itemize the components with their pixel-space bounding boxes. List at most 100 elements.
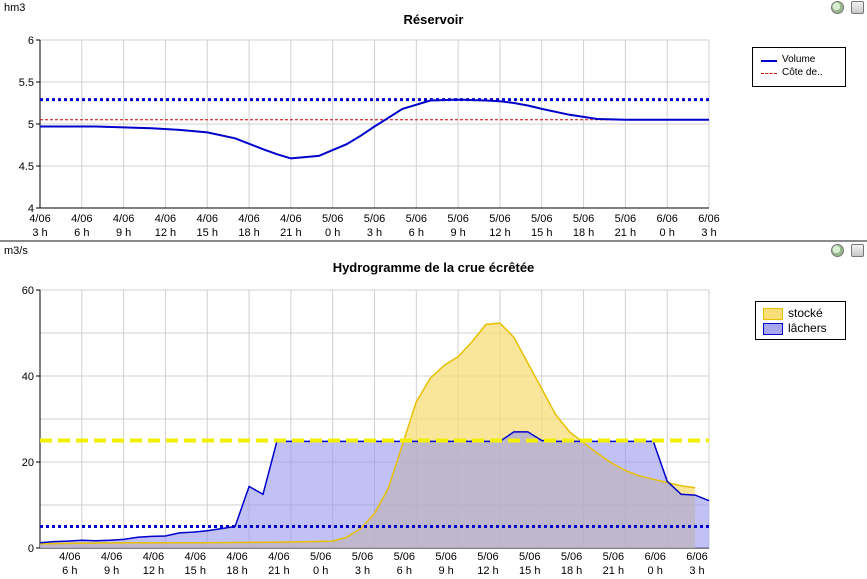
stocke-series-line (39, 322, 696, 545)
reservoir-unit-label: hm3 (4, 2, 26, 14)
x-tick-label-hour: 0 h (648, 565, 663, 577)
legend-swatch-volume (761, 60, 777, 62)
x-tick-label-hour: 3 h (367, 227, 382, 239)
x-tick-label-date: 5/06 (615, 213, 636, 225)
reservoir-chart: 4/06 3 h 4/06 6 h 4/06 9 h 4/06 12 h 4/06 15 h 4/0… (19, 35, 720, 239)
x-tick-label-date: 5/06 (364, 213, 385, 225)
x-tick-label-date: 5/06 (435, 551, 456, 563)
x-tick-label-date: 6/06 (698, 213, 719, 225)
x-tick-label-date: 5/06 (603, 551, 624, 563)
x-tick-label-date: 4/06 (185, 551, 206, 563)
x-tick-label-date: 5/06 (322, 213, 343, 225)
x-tick-label-hour: 6 h (74, 227, 89, 239)
x-tick-label-hour: 3 h (355, 565, 370, 577)
legend-label-laches: lâchers (788, 321, 827, 335)
x-tick-label-date: 4/06 (155, 213, 176, 225)
legend-label-volume: Volume (782, 54, 816, 65)
legend-swatch-cote (761, 73, 777, 74)
y-tick-label: 4.5 (19, 161, 34, 173)
x-tick-label-hour: 15 h (185, 565, 206, 577)
x-tick-label-hour: 6 h (397, 565, 412, 577)
x-tick-label-date: 4/06 (113, 213, 134, 225)
legend-swatch-stocke (763, 308, 783, 320)
x-tick-label-hour: 3 h (689, 565, 704, 577)
x-tick-label-hour: 6 h (409, 227, 424, 239)
reservoir-legend: Volume Côte de.. (752, 47, 846, 87)
x-tick-label-date: 4/06 (29, 213, 50, 225)
x-tick-label-date: 5/06 (531, 213, 552, 225)
legend-swatch-laches (763, 323, 783, 335)
x-tick-label-hour: 18 h (561, 565, 582, 577)
hydrogramme-legend: stocké lâchers (755, 301, 846, 340)
x-tick-label-hour: 15 h (519, 565, 540, 577)
zoom-icon[interactable] (831, 1, 844, 14)
x-tick-label-hour: 12 h (155, 227, 176, 239)
reservoir-panel: hm3 Réservoir 4/06 3 h 4/06 6 h 4/06 9 h 4/06 1… (0, 0, 867, 241)
x-tick-label-date: 4/06 (101, 551, 122, 563)
x-tick-label-hour: 3 h (701, 227, 716, 239)
y-tick-label: 40 (22, 371, 34, 383)
x-tick-label-date: 5/06 (352, 551, 373, 563)
x-tick-label-date: 5/06 (394, 551, 415, 563)
y-tick-label: 6 (28, 35, 34, 47)
x-tick-label-hour: 12 h (477, 565, 498, 577)
x-tick-label-date: 5/06 (310, 551, 331, 563)
save-icon[interactable] (851, 1, 864, 14)
hydrogramme-panel: m3/s Hydrogramme de la crue écrêtée 4/06… (0, 243, 867, 579)
x-tick-label-date: 4/06 (280, 213, 301, 225)
hydrogramme-chart: 4/06 6 h 4/06 9 h 4/06 12 h 4/06 15 h 4/06 18 h 4/… (22, 285, 710, 577)
x-tick-label-date: 6/06 (656, 213, 677, 225)
x-tick-label-hour: 12 h (489, 227, 510, 239)
x-tick-label-date: 5/06 (406, 213, 427, 225)
x-tick-label-date: 5/06 (489, 213, 510, 225)
legend-label-cote: Côte de.. (782, 67, 823, 78)
hydrogramme-title: Hydrogramme de la crue écrêtée (332, 260, 535, 275)
x-tick-label-hour: 15 h (531, 227, 552, 239)
legend-label-stocke: stocké (788, 306, 823, 320)
x-tick-label-hour: 9 h (116, 227, 131, 239)
y-tick-label: 5.5 (19, 77, 34, 89)
x-tick-label-hour: 0 h (313, 565, 328, 577)
x-tick-label-date: 4/06 (143, 551, 164, 563)
x-tick-label-hour: 0 h (660, 227, 675, 239)
x-tick-label-date: 4/06 (268, 551, 289, 563)
x-tick-label-date: 4/06 (226, 551, 247, 563)
hydrogramme-unit-label: m3/s (4, 245, 28, 257)
x-tick-label-date: 4/06 (59, 551, 80, 563)
y-tick-label: 4 (28, 203, 34, 215)
x-tick-label-date: 6/06 (644, 551, 665, 563)
x-tick-label-date: 5/06 (447, 213, 468, 225)
panel-divider (0, 240, 867, 242)
laches-area (40, 431, 709, 548)
x-tick-label-hour: 9 h (450, 227, 465, 239)
y-tick-label: 0 (28, 543, 34, 555)
x-tick-label-hour: 18 h (226, 565, 247, 577)
zoom-icon[interactable] (831, 244, 844, 257)
reservoir-title: Réservoir (403, 12, 464, 27)
y-tick-label: 20 (22, 457, 34, 469)
x-tick-label-hour: 21 h (280, 227, 301, 239)
x-tick-label-hour: 21 h (603, 565, 624, 577)
x-tick-label-hour: 3 h (32, 227, 47, 239)
x-tick-label-date: 6/06 (686, 551, 707, 563)
x-tick-label-hour: 12 h (143, 565, 164, 577)
y-tick-label: 60 (22, 285, 34, 297)
x-tick-label-hour: 0 h (325, 227, 340, 239)
x-tick-label-date: 4/06 (71, 213, 92, 225)
x-tick-label-hour: 21 h (268, 565, 289, 577)
x-tick-label-hour: 21 h (615, 227, 636, 239)
x-tick-label-date: 5/06 (573, 213, 594, 225)
x-tick-label-hour: 15 h (197, 227, 218, 239)
x-tick-label-hour: 6 h (62, 565, 77, 577)
y-tick-label: 5 (28, 119, 34, 131)
x-tick-label-hour: 9 h (438, 565, 453, 577)
x-tick-label-date: 5/06 (519, 551, 540, 563)
x-tick-label-date: 4/06 (197, 213, 218, 225)
save-icon[interactable] (851, 244, 864, 257)
x-tick-label-hour: 9 h (104, 565, 119, 577)
volume-series-line (40, 98, 709, 160)
x-tick-label-date: 5/06 (477, 551, 498, 563)
x-tick-label-hour: 18 h (238, 227, 259, 239)
x-tick-label-hour: 18 h (573, 227, 594, 239)
x-tick-label-date: 5/06 (561, 551, 582, 563)
